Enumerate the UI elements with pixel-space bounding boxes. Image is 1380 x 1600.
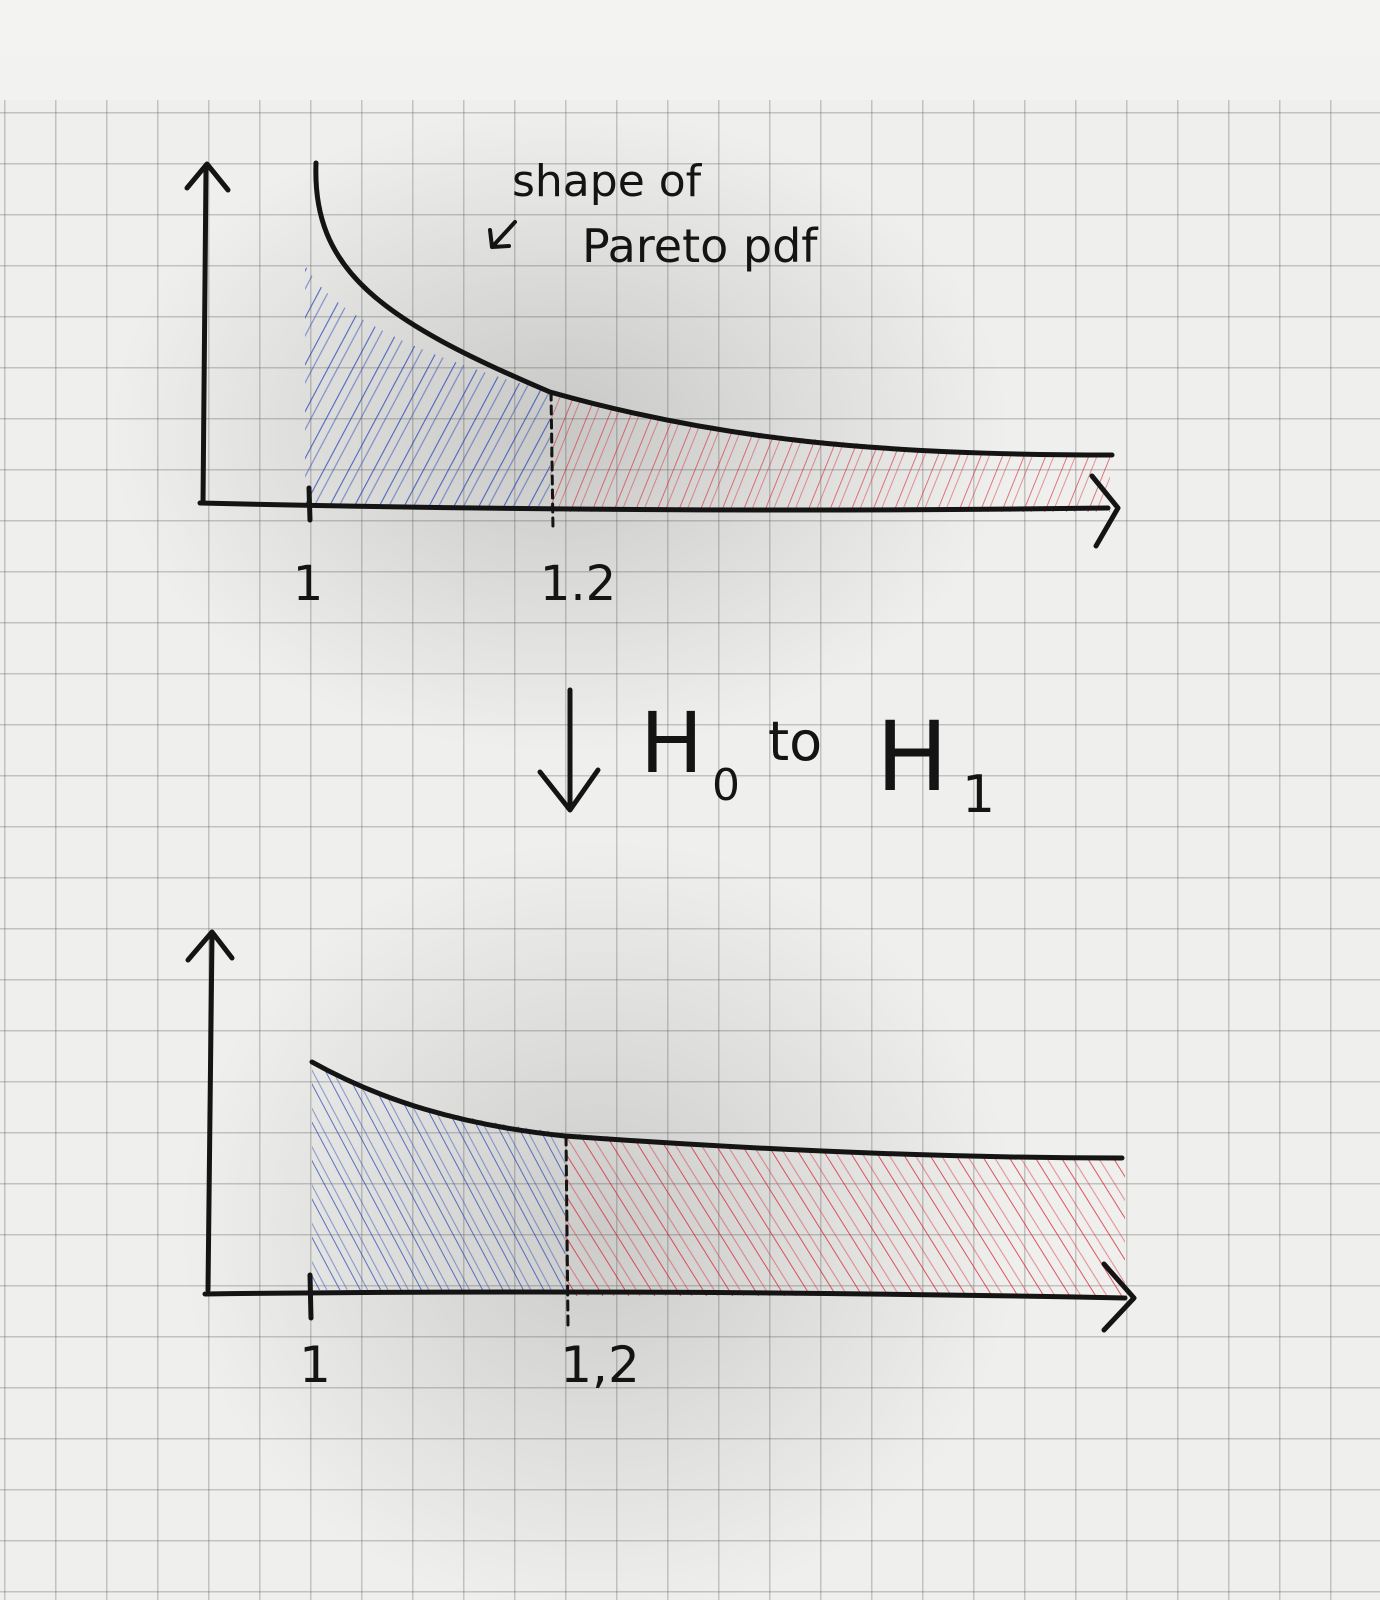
annotation-line2: Pareto pdf: [582, 219, 819, 273]
bottom-y-axis: [205, 932, 215, 1293]
top-x-axis: [197, 500, 1111, 513]
bottom-right-region: [565, 1133, 1125, 1296]
transition-word: to: [768, 710, 822, 773]
top-right-region: [550, 392, 1110, 512]
bottom-pdf-curve: [309, 1059, 1125, 1161]
top-tick-1: [306, 485, 313, 523]
annotation-line1: shape of: [512, 156, 703, 207]
top-y-axis: [200, 167, 209, 506]
top-x-arrowhead: [1089, 473, 1121, 549]
bottom-x-arrowhead: [1101, 1261, 1137, 1333]
bottom-x-axis: [202, 1289, 1128, 1301]
bottom-split-line: [564, 1134, 570, 1327]
hypothesis-from: H: [640, 694, 703, 792]
bottom-tick-1: [307, 1272, 314, 1321]
top-pdf-curve: [313, 160, 1115, 458]
hypothesis-to: H: [876, 701, 948, 813]
grid-paper: [0, 100, 1380, 1600]
top-tick-label-1: 1: [293, 556, 324, 612]
top-y-arrowhead: [184, 161, 231, 193]
hypothesis-from-sub: 0: [712, 760, 740, 811]
bottom-tick-label-split: 1,2: [560, 1336, 640, 1394]
top-split-line: [549, 390, 555, 532]
bottom-plot: 1 1,2: [185, 929, 1137, 1394]
bottom-y-arrowhead: [185, 929, 235, 963]
annotation-arrow-icon: [488, 220, 517, 249]
hypothesis-to-sub: 1: [962, 765, 995, 825]
transition: H 0 to H 1: [537, 687, 995, 825]
top-tick-label-split: 1.2: [540, 556, 616, 612]
bottom-tick-label-1: 1: [299, 1336, 331, 1394]
annotation: shape of Pareto pdf: [488, 156, 819, 273]
bottom-left-region: [312, 1062, 565, 1290]
